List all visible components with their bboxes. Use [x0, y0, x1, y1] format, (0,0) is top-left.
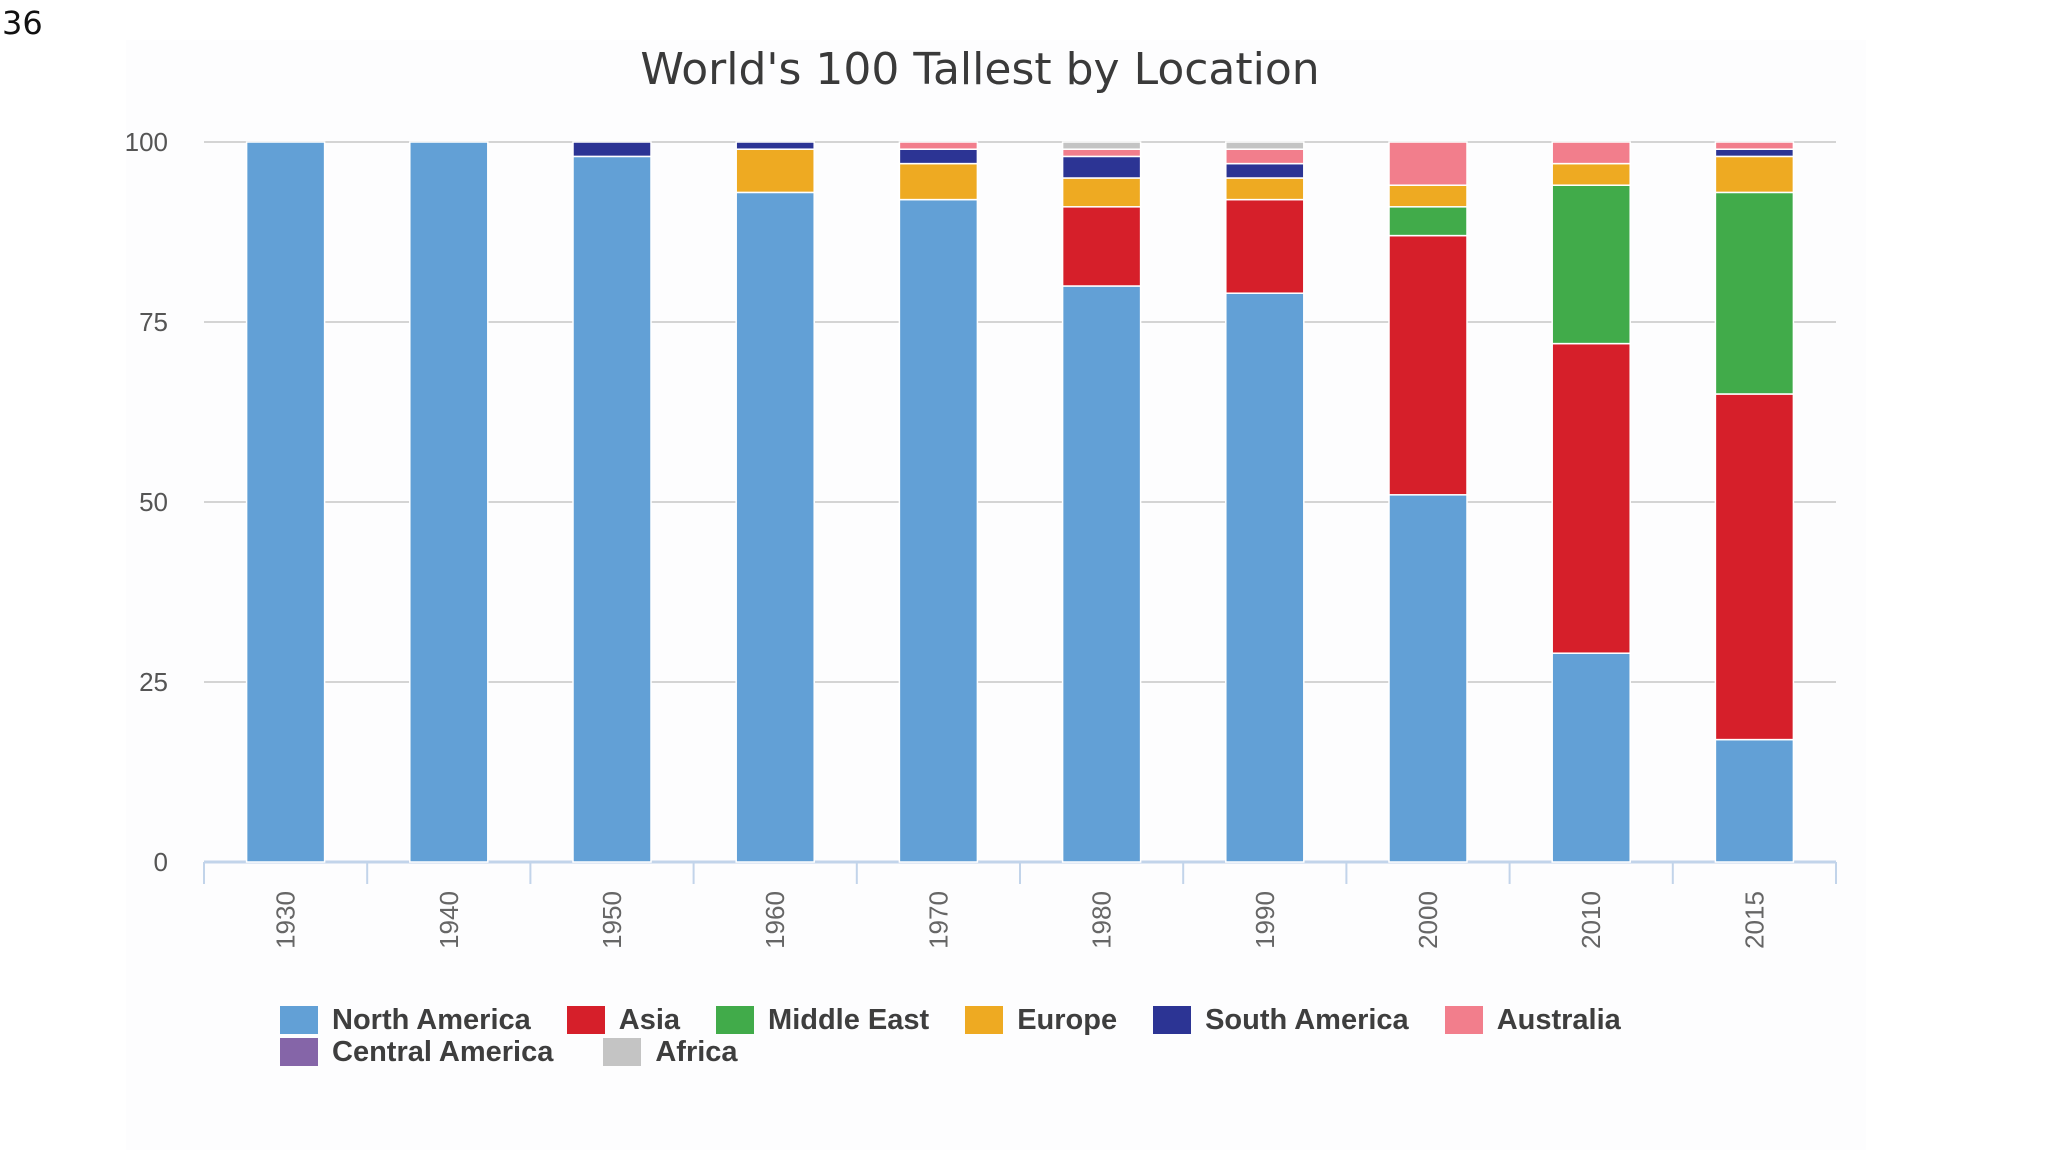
legend-swatch — [965, 1006, 1004, 1034]
bar-segment — [898, 148, 979, 165]
legend-row: North America Asia Middle East Europe South … — [280, 1004, 1740, 1036]
slide-number: 36 — [2, 4, 43, 42]
legend-label: Europe — [1017, 1003, 1118, 1036]
bar-segment — [1225, 162, 1305, 179]
bar-segment — [1225, 141, 1305, 150]
x-tick-label: 1930 — [271, 891, 301, 949]
legend-label: Africa — [655, 1035, 738, 1068]
bar-segment — [1714, 191, 1795, 395]
legend-item[interactable]: Africa — [603, 1035, 738, 1069]
legend-label: Asia — [618, 1003, 681, 1036]
bar-segment — [898, 162, 979, 201]
bar-segment — [572, 155, 652, 863]
x-tick-label: 2015 — [1739, 891, 1769, 949]
bar-segment — [1061, 155, 1142, 179]
legend-item[interactable]: Middle East — [716, 1004, 929, 1037]
legend-swatch — [280, 1006, 318, 1034]
bar-segment — [1714, 738, 1795, 863]
legend-swatch — [603, 1038, 642, 1066]
bar-segment — [1061, 148, 1142, 158]
y-tick-label: 50 — [139, 487, 168, 517]
chart-legend: North America Asia Middle East Europe South … — [280, 1004, 1740, 1068]
bar-segment — [735, 148, 815, 194]
bar-segment — [1388, 206, 1468, 237]
legend-label: South America — [1205, 1003, 1409, 1036]
bar-segment — [735, 191, 815, 863]
x-tick-label: 1990 — [1250, 891, 1280, 949]
legend-label: Central America — [332, 1035, 554, 1068]
x-tick-label: 2010 — [1576, 891, 1606, 949]
bar-segment — [1225, 148, 1305, 165]
bar-segment — [1061, 206, 1142, 287]
bar-segment — [1388, 494, 1468, 863]
legend-label: North America — [332, 1003, 531, 1036]
x-tick-label: 1950 — [597, 891, 627, 949]
bar-segment — [1388, 141, 1468, 186]
bar-segment — [1388, 234, 1468, 496]
bar-segment — [1551, 141, 1631, 165]
y-tick-label: 0 — [154, 847, 168, 877]
x-tick-label: 1970 — [923, 891, 953, 949]
bar-segment — [898, 141, 979, 150]
legend-item[interactable]: Europe — [965, 1004, 1117, 1037]
y-tick-label: 100 — [125, 127, 168, 157]
y-tick-label: 25 — [139, 667, 168, 697]
bar-segment — [572, 141, 652, 158]
legend-row: Central America Africa — [280, 1036, 1740, 1068]
bar-segment — [245, 141, 326, 863]
bar-segment — [1714, 155, 1795, 194]
x-tick-label: 1980 — [1087, 891, 1117, 949]
bar-segment — [1225, 177, 1305, 201]
legend-item[interactable]: North America — [280, 1004, 531, 1037]
bar-segment — [1061, 141, 1142, 150]
bar-segment — [1551, 652, 1631, 863]
legend-swatch — [280, 1038, 318, 1066]
x-tick-label: 1960 — [760, 891, 790, 949]
legend-item[interactable]: Australia — [1444, 1003, 1621, 1037]
bar-segment — [735, 141, 815, 150]
stacked-bar-chart: 0 25 50 75 100 1930 1940 1950 1960 1970 1980 1990 20… — [125, 127, 1837, 949]
legend-label: Australia — [1496, 1003, 1621, 1036]
bar-segment — [1551, 184, 1631, 345]
bar-segment — [1061, 177, 1142, 208]
bar-segment — [1225, 292, 1305, 863]
bar-segment — [1714, 148, 1795, 158]
legend-item[interactable]: South America — [1153, 1004, 1409, 1037]
chart-title: World's 100 Tallest by Location — [640, 44, 1320, 95]
bar-segment — [1061, 285, 1142, 863]
bar-segment — [898, 198, 979, 863]
bar-segment — [1551, 162, 1631, 186]
bar-segment — [1714, 393, 1795, 741]
bar-segment — [1551, 342, 1631, 654]
y-tick-label: 75 — [139, 307, 168, 337]
x-tick-label: 1940 — [434, 891, 464, 949]
bar-segment — [1388, 184, 1468, 208]
legend-label: Middle East — [768, 1003, 930, 1036]
bar-segment — [1225, 198, 1305, 294]
legend-item[interactable]: Central America — [280, 1036, 553, 1069]
legend-swatch — [566, 1006, 605, 1034]
bar-segment — [1714, 141, 1795, 150]
legend-item[interactable]: Asia — [566, 1003, 681, 1037]
legend-swatch — [1153, 1006, 1192, 1034]
bar-segment — [409, 141, 489, 863]
legend-swatch — [1444, 1006, 1483, 1034]
legend-swatch — [716, 1006, 755, 1034]
x-tick-label: 2000 — [1413, 891, 1443, 949]
